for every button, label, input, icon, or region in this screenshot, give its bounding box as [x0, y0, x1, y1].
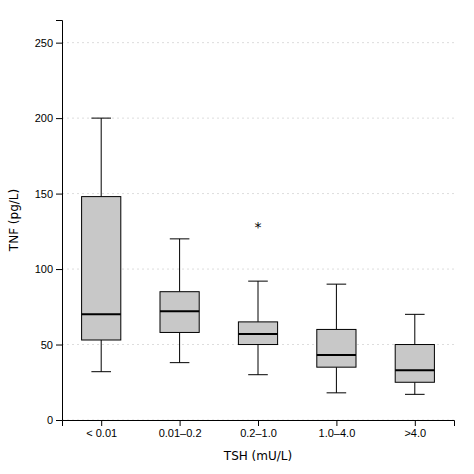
x-tick-label: 0.2–1.0 — [240, 427, 277, 439]
box — [238, 322, 277, 345]
box — [160, 292, 199, 333]
median — [395, 369, 434, 371]
cap-high — [91, 118, 111, 119]
whisker-high — [258, 281, 259, 322]
y-tick-mark — [56, 43, 62, 44]
x-axis: < 0.01 0.01–0.2 0.2–1.0 1.0–4.0 >4.0 — [63, 420, 455, 439]
median — [238, 333, 277, 335]
whisker-low — [179, 332, 180, 362]
x-tick-label: < 0.01 — [86, 427, 117, 439]
grid-line — [62, 193, 454, 194]
y-tick: 200 — [35, 112, 62, 124]
annotation: * — [255, 219, 262, 235]
whisker-low — [101, 340, 102, 372]
box — [82, 197, 121, 340]
y-axis: 0 50 100 150 200 250 — [35, 21, 63, 427]
x-tick: 1.0–4.0 — [319, 420, 356, 439]
cap-high — [248, 281, 268, 282]
y-tick-label: 150 — [35, 188, 53, 200]
y-tick-mark — [56, 345, 62, 346]
y-tick: 150 — [35, 188, 62, 200]
cap-low — [170, 362, 190, 363]
x-tick-label: 0.01–0.2 — [159, 427, 202, 439]
whisker-low — [414, 382, 415, 394]
grid-line — [62, 118, 454, 119]
x-axis-title: TSH (mU/L) — [223, 449, 292, 463]
median — [82, 313, 121, 315]
box — [317, 329, 356, 367]
y-tick: 100 — [35, 263, 62, 275]
y-tick-label: 250 — [35, 37, 53, 49]
x-tick: < 0.01 — [86, 420, 117, 439]
x-tick-mark — [180, 420, 181, 426]
cap-low — [248, 374, 268, 375]
grid — [62, 43, 454, 420]
whisker-high — [336, 284, 337, 329]
cap-high — [327, 284, 347, 285]
cap-low — [327, 392, 347, 393]
cap-high — [170, 238, 190, 239]
x-tick-mark — [336, 420, 337, 426]
x-tick-mark — [101, 420, 102, 426]
box-plot — [160, 239, 199, 363]
y-axis-title: TNF (pg/L) — [7, 189, 21, 252]
whisker-high — [101, 118, 102, 196]
x-tick: 0.01–0.2 — [159, 420, 202, 439]
y-tick-mark — [56, 118, 62, 119]
y-tick-mark — [56, 269, 62, 270]
plot: 0 50 100 150 200 250 < 0.01 0.01–0.2 0.2–1.0 1.0–… — [35, 21, 455, 439]
x-tick-label: >4.0 — [404, 427, 426, 439]
x-tick: 0.2–1.0 — [240, 420, 277, 439]
cap-high — [405, 314, 425, 315]
boxes — [82, 118, 435, 394]
y-tick-label: 100 — [35, 263, 53, 275]
y-tick: 0 — [47, 414, 62, 426]
y-axis-line — [56, 21, 63, 421]
box — [395, 345, 434, 383]
whisker-low — [336, 367, 337, 393]
box-plot — [238, 281, 277, 375]
box-plot — [82, 118, 121, 372]
box-plot — [317, 284, 356, 393]
y-tick-label: 200 — [35, 112, 53, 124]
x-axis-line — [63, 421, 455, 427]
y-tick-mark — [56, 194, 62, 195]
x-tick-mark — [258, 420, 259, 426]
grid-line — [62, 42, 454, 43]
y-tick-mark — [56, 420, 62, 421]
y-tick-label: 50 — [41, 339, 53, 351]
cap-low — [405, 394, 425, 395]
chart: 0 50 100 150 200 250 < 0.01 0.01–0.2 0.2–1.0 1.0–… — [0, 0, 474, 474]
whisker-high — [179, 239, 180, 292]
median — [317, 354, 356, 356]
median — [160, 310, 199, 312]
y-tick-label: 0 — [47, 414, 53, 426]
x-tick-label: 1.0–4.0 — [319, 427, 356, 439]
y-tick: 50 — [41, 339, 62, 351]
whisker-low — [258, 345, 259, 375]
cap-low — [91, 371, 111, 372]
whisker-high — [414, 314, 415, 344]
x-tick-mark — [415, 420, 416, 426]
x-tick: >4.0 — [404, 420, 426, 439]
box-plot — [395, 314, 434, 394]
y-tick: 250 — [35, 37, 62, 49]
